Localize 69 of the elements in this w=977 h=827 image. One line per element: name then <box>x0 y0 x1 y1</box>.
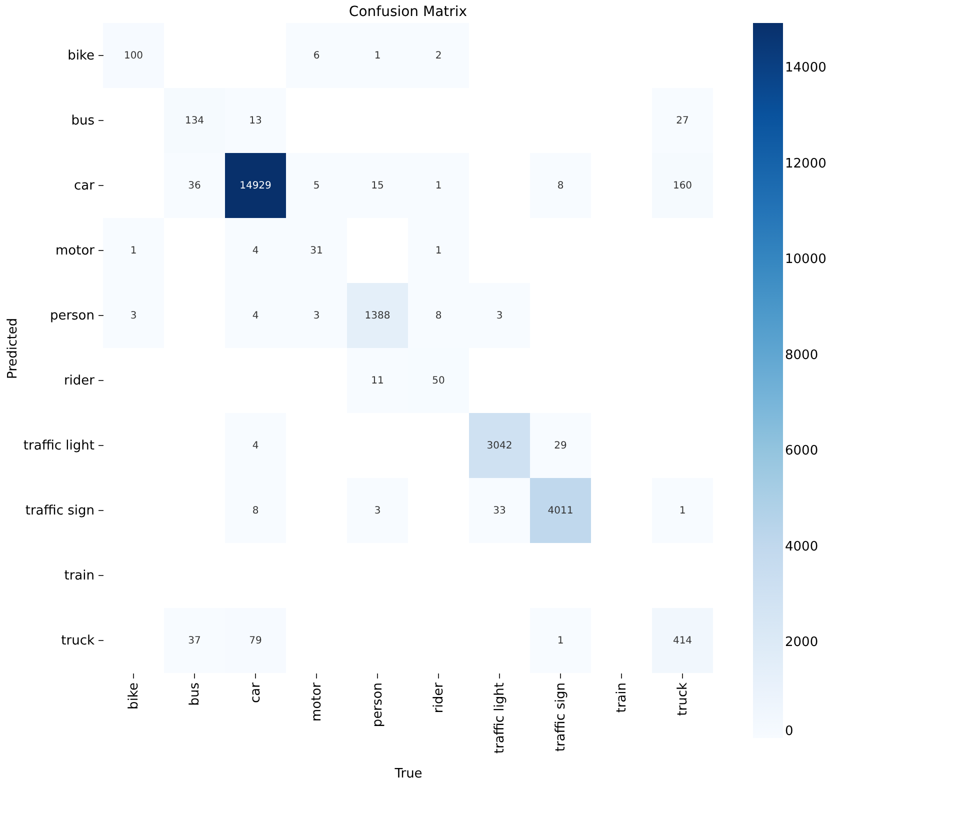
x-tick-label: train <box>614 682 630 713</box>
x-tick-label: traffic sign <box>554 682 568 752</box>
data-label: 3 <box>313 310 320 322</box>
data-label: 3 <box>374 506 381 516</box>
data-label: 5 <box>313 180 320 192</box>
data-label: 27 <box>676 116 689 126</box>
data-label: 4011 <box>548 506 574 516</box>
y-tick-label: traffic light <box>23 438 94 454</box>
data-label: 4 <box>252 310 259 322</box>
y-tick-label: bus <box>71 114 95 128</box>
chart-title: Confusion Matrix <box>348 4 468 20</box>
data-label: 13 <box>249 116 262 126</box>
y-tick-label: bike <box>68 48 94 64</box>
color-bar-label: 10000 <box>785 252 826 268</box>
x-tick-label: person <box>370 682 386 728</box>
data-label: 15 <box>371 180 384 192</box>
data-label: 134 <box>184 116 204 126</box>
data-label: 79 <box>249 636 262 646</box>
data-label: 2 <box>435 50 442 62</box>
data-label: 8 <box>557 180 564 192</box>
data-label: 3042 <box>486 440 512 452</box>
data-label: 1 <box>374 50 381 62</box>
data-label: 6 <box>313 50 320 62</box>
data-label: 31 <box>310 246 323 256</box>
color-bar-label: 8000 <box>785 348 818 363</box>
data-label: 1 <box>435 246 442 256</box>
data-label: 3 <box>130 310 137 322</box>
y-tick-label: rider <box>64 374 96 388</box>
y-axis-title: Predicted <box>5 318 20 380</box>
data-label: 4 <box>252 440 259 452</box>
data-label: 8 <box>435 310 442 322</box>
data-label: 1 <box>679 506 686 516</box>
data-label: 160 <box>672 180 692 192</box>
data-label: 29 <box>554 440 567 452</box>
x-tick-label: bike <box>126 682 142 710</box>
data-label: 1 <box>130 246 137 256</box>
data-label: 36 <box>188 180 201 192</box>
data-label: 4 <box>252 246 259 256</box>
x-axis-title: True <box>394 766 422 782</box>
color-bar-label: 12000 <box>785 156 826 172</box>
x-tick-label: traffic light <box>492 682 508 754</box>
data-label: 14929 <box>240 180 272 192</box>
data-label: 3 <box>496 310 503 322</box>
data-label: 100 <box>124 50 144 62</box>
color-bar-label: 4000 <box>785 539 818 554</box>
data-label: 50 <box>432 376 445 386</box>
data-label: 1 <box>435 180 442 192</box>
x-tick-label: truck <box>676 682 690 716</box>
data-label: 414 <box>672 636 692 646</box>
y-tick-label: car <box>74 178 96 194</box>
data-label: 1 <box>557 636 564 646</box>
y-tick-label: motor <box>55 244 96 258</box>
color-bar-label: 14000 <box>785 60 826 76</box>
x-tick-label: motor <box>310 682 324 722</box>
y-tick-label: person <box>50 308 94 324</box>
data-label: 1388 <box>364 310 390 322</box>
color-bar-label: 0 <box>785 724 794 739</box>
y-tick-label: truck <box>61 634 95 648</box>
data-label: 33 <box>493 506 506 516</box>
y-tick-label: traffic sign <box>25 504 94 518</box>
x-tick-label: car <box>248 682 264 703</box>
x-tick-label: rider <box>432 682 446 714</box>
data-label: 37 <box>188 636 201 646</box>
data-label: 11 <box>371 376 384 386</box>
data-label: 8 <box>252 506 259 516</box>
x-tick-label: bus <box>188 682 202 706</box>
color-bar-label: 6000 <box>785 444 818 459</box>
y-tick-label: train <box>64 568 94 584</box>
color-bar-label: 2000 <box>785 635 818 650</box>
